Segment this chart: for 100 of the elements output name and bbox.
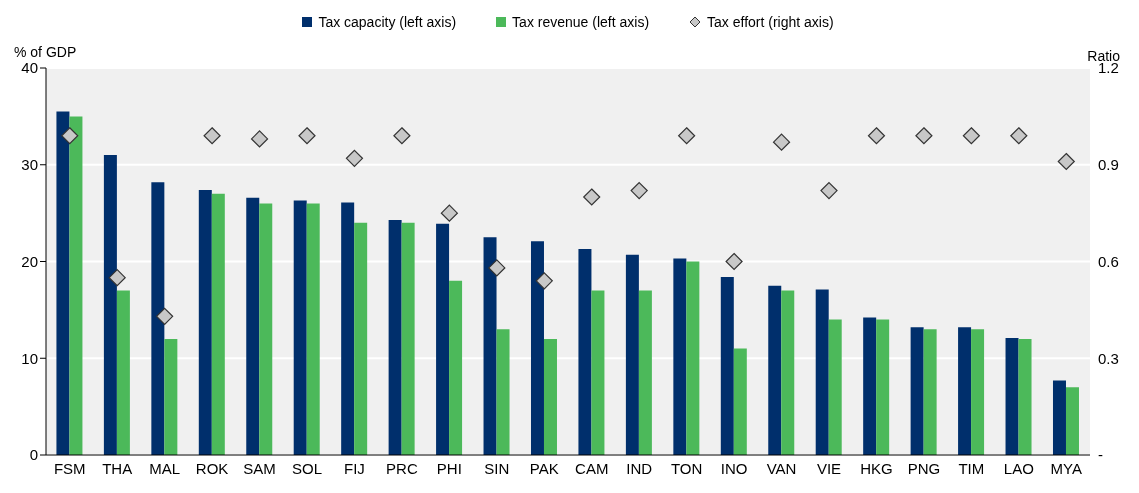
legend-label: Tax effort (right axis) <box>707 14 834 30</box>
x-tick-label: MYA <box>1050 459 1082 477</box>
bar <box>1065 387 1079 455</box>
bar <box>354 222 368 455</box>
x-tick-label: ROK <box>195 459 229 477</box>
bar <box>876 319 890 455</box>
bar <box>246 197 260 455</box>
x-tick-label: HKG <box>860 459 893 477</box>
point <box>535 272 553 290</box>
x-tick-label: VIE <box>816 459 842 477</box>
point <box>867 127 886 145</box>
x-tick-label: TIM <box>958 459 985 477</box>
bar <box>828 319 842 455</box>
y2-tick-label: 0.9 <box>1098 156 1119 174</box>
y2-tick-label: 0.3 <box>1098 349 1119 367</box>
bar <box>436 223 450 455</box>
x-tick-label: PRC <box>386 459 418 477</box>
x-tick-label: SAM <box>243 459 276 477</box>
y-tick-label: 10 <box>21 349 38 367</box>
point <box>250 130 269 148</box>
point <box>725 252 743 271</box>
point <box>915 127 933 145</box>
point <box>61 127 79 145</box>
bar <box>625 254 639 455</box>
bar <box>1052 380 1066 455</box>
y2-axis-title: Ratio <box>1087 48 1120 64</box>
bar <box>591 290 605 455</box>
bar <box>530 241 544 455</box>
x-tick-label: FSM <box>53 459 86 477</box>
bar <box>341 202 355 455</box>
bar <box>56 111 70 455</box>
bar <box>449 280 463 455</box>
bar <box>306 203 320 455</box>
bar <box>768 285 782 455</box>
point <box>108 269 126 287</box>
x-tick-label: CAM <box>575 459 609 477</box>
bar <box>1005 337 1019 455</box>
point <box>678 127 696 145</box>
point <box>630 181 648 200</box>
bar <box>401 222 415 455</box>
bar <box>971 329 985 455</box>
bar <box>638 290 652 455</box>
bar <box>863 317 877 455</box>
bar <box>164 338 178 455</box>
y-axis-title: % of GDP <box>14 44 77 60</box>
x-tick-label: PAK <box>529 459 559 477</box>
point <box>1057 152 1075 171</box>
point <box>393 127 411 145</box>
x-tick-label: LAO <box>1003 459 1034 477</box>
x-tick-label: THA <box>102 459 133 477</box>
point <box>203 127 221 145</box>
bar <box>578 248 592 455</box>
bar <box>910 327 924 455</box>
bar <box>733 348 747 455</box>
bar <box>686 261 700 455</box>
y-tick-label: 40 <box>21 59 38 77</box>
y-tick-label: 20 <box>21 252 38 270</box>
point <box>772 133 791 151</box>
x-tick-label: SOL <box>291 459 323 477</box>
bar <box>388 219 402 455</box>
bar <box>259 203 273 455</box>
point <box>488 259 506 277</box>
x-tick-label: INO <box>720 459 748 477</box>
x-tick-label: PNG <box>907 459 941 477</box>
point <box>1010 127 1028 145</box>
y2-tick-label: - <box>1098 446 1103 464</box>
legend-label: Tax capacity (left axis) <box>318 14 457 30</box>
bar <box>293 200 307 455</box>
bar <box>720 276 734 455</box>
x-tick-label: IND <box>626 459 653 477</box>
bar <box>958 327 972 455</box>
bar <box>103 155 117 455</box>
bar <box>151 182 165 455</box>
bar <box>198 189 212 455</box>
y2-tick-label: 0.6 <box>1098 252 1119 270</box>
bar <box>781 290 795 455</box>
x-tick-label: PHI <box>436 459 462 477</box>
x-tick-label: MAL <box>149 459 181 477</box>
x-tick-label: TON <box>670 459 703 477</box>
bar <box>211 193 225 455</box>
bar <box>815 289 829 455</box>
x-tick-label: SIN <box>484 459 510 477</box>
bar <box>543 338 557 455</box>
bar <box>116 290 130 455</box>
bar <box>496 329 510 455</box>
bar <box>673 258 687 455</box>
point <box>298 127 316 145</box>
point <box>345 149 364 167</box>
y-tick-label: 0 <box>29 446 38 464</box>
point <box>156 307 174 325</box>
point <box>962 127 980 145</box>
x-tick-label: VAN <box>766 459 797 477</box>
bar <box>923 329 937 455</box>
point <box>440 204 458 222</box>
point <box>820 181 838 200</box>
point <box>583 188 601 206</box>
legend-label: Tax revenue (left axis) <box>512 14 650 30</box>
bar <box>1018 338 1032 455</box>
bar <box>483 237 497 455</box>
bar <box>69 116 83 455</box>
